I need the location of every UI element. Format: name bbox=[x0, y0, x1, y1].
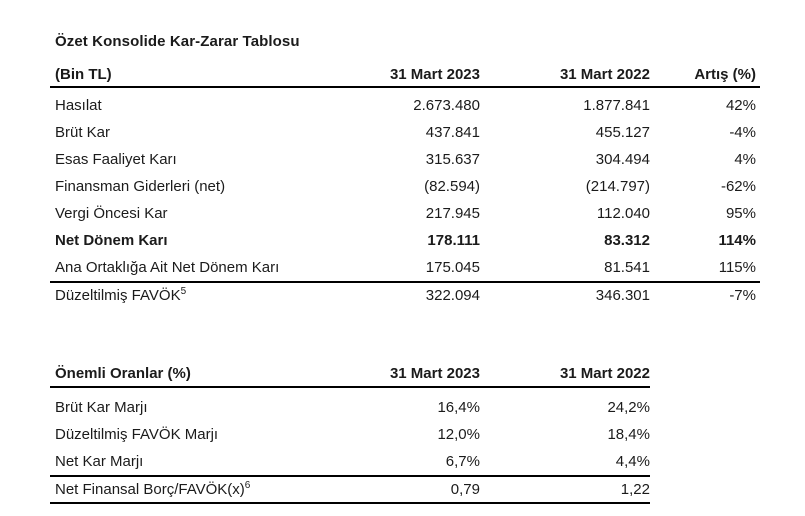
table-row-brut-kar-marji: Brüt Kar Marjı 16,4% 24,2% bbox=[50, 394, 650, 421]
column-header-2022: 31 Mart 2022 bbox=[559, 66, 650, 83]
table-row-duzeltilmis-favok-marji: Düzeltilmiş FAVÖK Marjı 12,0% 18,4% bbox=[50, 421, 650, 448]
value-2023: 0,79 bbox=[450, 481, 480, 498]
value-change: -7% bbox=[729, 287, 756, 304]
row-label: Net Kar Marjı bbox=[55, 453, 144, 470]
value-2023: 6,7% bbox=[445, 453, 480, 470]
row-label: Finansman Giderleri (net) bbox=[55, 178, 226, 195]
table-row-esas-faaliyet-kari: Esas Faaliyet Karı 315.637 304.494 4% bbox=[50, 146, 760, 173]
table-row-vergi-oncesi-kar: Vergi Öncesi Kar 217.945 112.040 95% bbox=[50, 200, 760, 227]
ratios-table-title: Önemli Oranlar (%) bbox=[55, 364, 191, 382]
value-2022: 1.877.841 bbox=[583, 97, 650, 114]
table-row-net-finansal-borc-favok: Net Finansal Borç/FAVÖK(x)6 0,79 1,22 bbox=[50, 475, 650, 502]
income-table-header-row: (Bin TL) 31 Mart 2023 31 Mart 2022 Artış… bbox=[50, 63, 760, 88]
table-row-duzeltilmis-favok: Düzeltilmiş FAVÖK5 322.094 346.301 -7% bbox=[50, 281, 760, 308]
column-header-2023: 31 Mart 2023 bbox=[389, 66, 480, 83]
value-change: 42% bbox=[725, 97, 756, 114]
value-2022: 1,22 bbox=[620, 481, 650, 498]
value-change: 115% bbox=[718, 259, 756, 276]
value-2023: 315.637 bbox=[425, 151, 480, 168]
income-table-title: Özet Konsolide Kar-Zarar Tablosu bbox=[55, 33, 300, 50]
row-label: Düzeltilmiş FAVÖK Marjı bbox=[55, 426, 219, 443]
column-header-unit: (Bin TL) bbox=[55, 66, 112, 83]
value-2022: 83.312 bbox=[604, 232, 650, 249]
value-2023: 175.045 bbox=[425, 259, 480, 276]
income-statement-table: Özet Konsolide Kar-Zarar Tablosu (Bin TL… bbox=[50, 33, 760, 308]
row-label-text: Düzeltilmiş FAVÖK bbox=[55, 287, 181, 304]
value-change: 95% bbox=[725, 205, 756, 222]
row-label: Esas Faaliyet Karı bbox=[55, 151, 177, 168]
row-label: Brüt Kar Marjı bbox=[55, 399, 148, 416]
value-2022: 18,4% bbox=[607, 426, 650, 443]
table-row-ana-ortakliga-ait: Ana Ortaklığa Ait Net Dönem Karı 175.045… bbox=[50, 254, 760, 281]
column-header-2022: 31 Mart 2022 bbox=[559, 364, 650, 382]
value-change: -62% bbox=[720, 178, 756, 195]
value-2023: 2.673.480 bbox=[413, 97, 480, 114]
value-change: 114% bbox=[718, 232, 756, 249]
table-row-finansman-giderleri: Finansman Giderleri (net) (82.594) (214.… bbox=[50, 173, 760, 200]
table-row-net-donem-kari: Net Dönem Karı 178.111 83.312 114% bbox=[50, 227, 760, 254]
column-header-2023: 31 Mart 2023 bbox=[389, 364, 480, 382]
ratios-table-body: Brüt Kar Marjı 16,4% 24,2% Düzeltilmiş F… bbox=[50, 388, 650, 504]
table-row-hasilat: Hasılat 2.673.480 1.877.841 42% bbox=[50, 92, 760, 119]
column-header-change: Artış (%) bbox=[694, 66, 756, 83]
row-label-text: Net Finansal Borç/FAVÖK(x) bbox=[55, 481, 245, 498]
value-change: -4% bbox=[729, 124, 756, 141]
income-table-body: Hasılat 2.673.480 1.877.841 42% Brüt Kar… bbox=[50, 88, 760, 308]
row-label: Vergi Öncesi Kar bbox=[55, 205, 168, 222]
value-2023: (82.594) bbox=[424, 178, 480, 195]
row-label: Net Dönem Karı bbox=[55, 232, 168, 249]
value-2023: 437.841 bbox=[425, 124, 480, 141]
row-label: Net Finansal Borç/FAVÖK(x)6 bbox=[50, 480, 340, 498]
row-label: Ana Ortaklığa Ait Net Dönem Karı bbox=[55, 259, 280, 276]
value-change: 4% bbox=[734, 151, 756, 168]
footnote-marker: 6 bbox=[244, 480, 251, 491]
key-ratios-table: Önemli Oranlar (%) 31 Mart 2023 31 Mart … bbox=[50, 360, 650, 504]
value-2022: 81.541 bbox=[604, 259, 650, 276]
table-row-net-kar-marji: Net Kar Marjı 6,7% 4,4% bbox=[50, 448, 650, 475]
value-2023: 16,4% bbox=[437, 399, 480, 416]
value-2022: 24,2% bbox=[607, 399, 650, 416]
value-2022: 346.301 bbox=[595, 287, 650, 304]
value-2022: 112.040 bbox=[596, 205, 650, 222]
row-label: Düzeltilmiş FAVÖK5 bbox=[50, 286, 340, 304]
row-label: Brüt Kar bbox=[55, 124, 111, 141]
ratios-table-header-row: Önemli Oranlar (%) 31 Mart 2023 31 Mart … bbox=[50, 360, 650, 388]
value-2022: 455.127 bbox=[595, 124, 650, 141]
value-2023: 178.111 bbox=[427, 232, 480, 249]
footnote-marker: 5 bbox=[180, 286, 187, 297]
value-2023: 322.094 bbox=[425, 287, 480, 304]
value-2022: (214.797) bbox=[585, 178, 650, 195]
value-2023: 217.945 bbox=[425, 205, 480, 222]
value-2022: 304.494 bbox=[595, 151, 650, 168]
value-2023: 12,0% bbox=[437, 426, 480, 443]
row-label: Hasılat bbox=[55, 97, 102, 114]
table-row-brut-kar: Brüt Kar 437.841 455.127 -4% bbox=[50, 119, 760, 146]
value-2022: 4,4% bbox=[615, 453, 650, 470]
